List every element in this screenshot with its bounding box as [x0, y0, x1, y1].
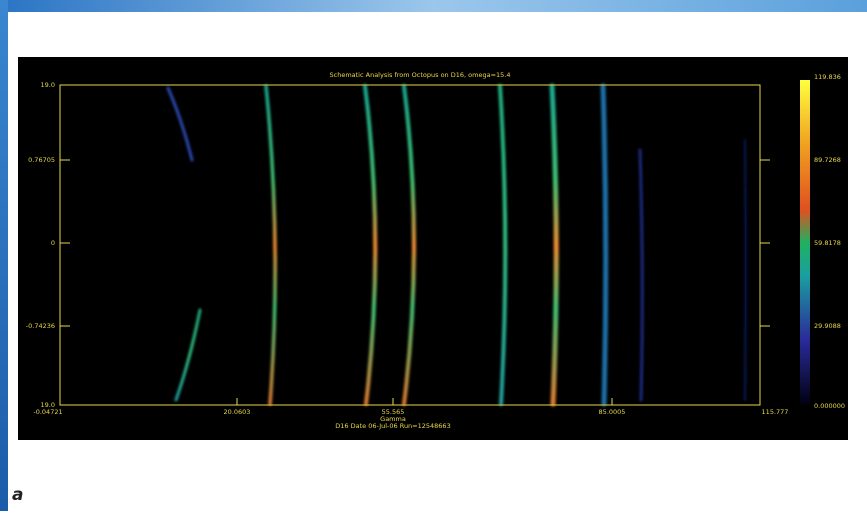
top-banner	[0, 0, 867, 12]
x-tick-label: 85.0005	[599, 408, 626, 416]
page: {"figure": { "title": "Schematic Analysi…	[0, 0, 867, 511]
y-tick-label: 0	[51, 239, 55, 247]
plot-title: Schematic Analysis from Octopus on D16, …	[330, 71, 511, 79]
x-tick-label: 20.0603	[224, 408, 251, 416]
colorbar-tick-label: 119.836	[814, 73, 841, 81]
colorbar-tick-label: 89.7268	[814, 156, 841, 164]
figure: Schematic Analysis from Octopus on D16, …	[0, 0, 867, 511]
plot-image	[18, 57, 848, 440]
x-tick-label: 115.777	[762, 408, 789, 416]
colorbar	[800, 80, 810, 405]
y-tick-label: 0.76705	[28, 156, 55, 164]
colorbar-tick-label: 59.8178	[814, 239, 841, 247]
side-strip	[0, 0, 8, 511]
y-tick-label: 19.0	[41, 81, 55, 89]
y-tick-label: -0.74236	[26, 322, 55, 330]
plot-footer: D16 Date 06-Jul-06 Run=12548663	[335, 422, 450, 430]
colorbar-tick-label: 29.9088	[814, 322, 841, 330]
x-tick-label: -0.04721	[33, 408, 62, 416]
colorbar-tick-label: 0.000000	[814, 402, 845, 410]
panel-label: a	[12, 485, 23, 505]
